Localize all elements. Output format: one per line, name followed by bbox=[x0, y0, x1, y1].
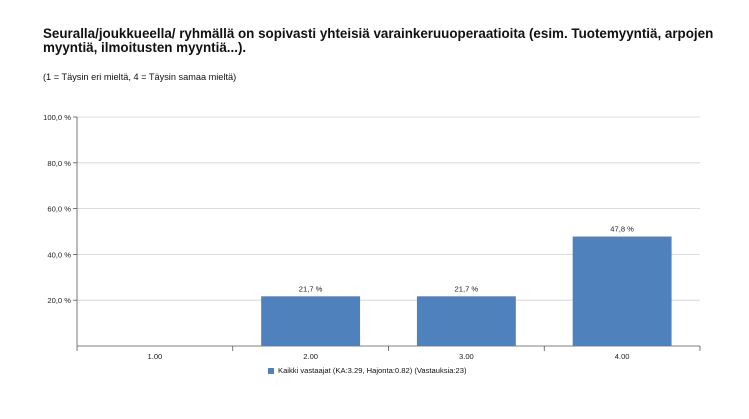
x-tick-label: 1.00 bbox=[147, 352, 162, 361]
x-tick-label: 4.00 bbox=[615, 352, 630, 361]
bar bbox=[416, 296, 516, 346]
x-tick-label: 2.00 bbox=[303, 352, 318, 361]
x-tick-label: 3.00 bbox=[459, 352, 474, 361]
chart-title: Seuralla/joukkueella/ ryhmällä on sopiva… bbox=[43, 26, 714, 55]
data-label: 21,7 % bbox=[299, 284, 323, 293]
chart-legend: Kaikki vastaajat (KA:3.29, Hajonta:0.82)… bbox=[268, 366, 467, 375]
chart-subtitle: (1 = Täysin eri mieltä, 4 = Täysin samaa… bbox=[43, 72, 237, 82]
y-tick-label: 100,0 % bbox=[43, 113, 71, 122]
data-label: 47,8 % bbox=[610, 225, 634, 234]
data-label: 21,7 % bbox=[455, 284, 479, 293]
y-tick-label: 80,0 % bbox=[47, 159, 71, 168]
legend-swatch bbox=[268, 367, 274, 374]
y-tick-label: 60,0 % bbox=[47, 205, 71, 214]
y-tick-label: 20,0 % bbox=[47, 296, 71, 305]
legend-label: Kaikki vastaajat (KA:3.29, Hajonta:0.82)… bbox=[278, 366, 467, 375]
bar bbox=[261, 296, 361, 346]
bar bbox=[572, 236, 672, 346]
y-tick-label: 40,0 % bbox=[47, 250, 71, 259]
